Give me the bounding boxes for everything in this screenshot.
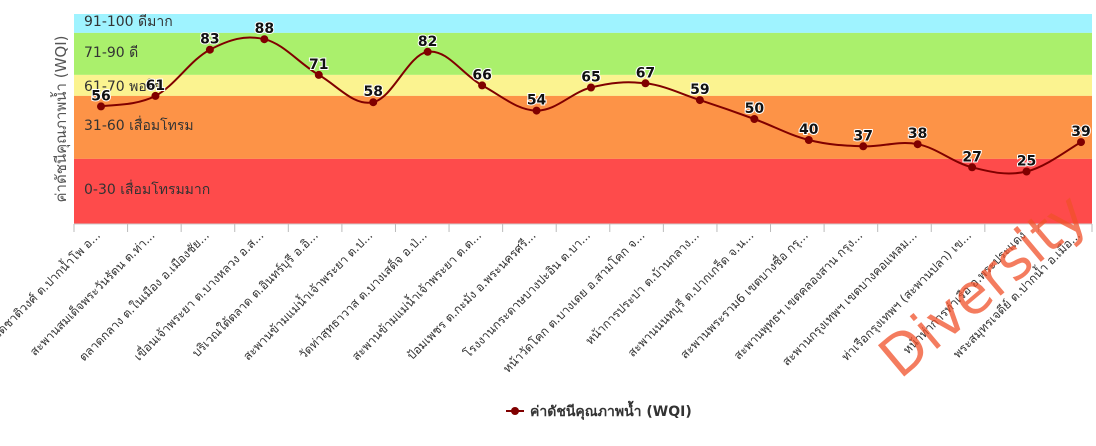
band-3 <box>74 95 1092 159</box>
y-axis-title-group: ค่าดัชนีคุณภาพน้ำ (WQI) <box>50 36 71 203</box>
data-label: 54 <box>527 93 547 109</box>
data-label: 59 <box>690 82 709 98</box>
data-point[interactable] <box>859 142 868 151</box>
data-point[interactable] <box>260 35 269 44</box>
band-label-3: 31-60 เสื่อมโทรม <box>84 116 194 134</box>
data-label: 83 <box>200 32 219 48</box>
data-point[interactable] <box>1022 167 1031 176</box>
data-label: 56 <box>91 88 110 104</box>
legend-label[interactable]: ค่าดัชนีคุณภาพน้ำ (WQI) <box>530 400 692 420</box>
band-4 <box>74 158 1092 224</box>
data-label: 66 <box>472 67 491 83</box>
data-point[interactable] <box>587 83 595 92</box>
data-point[interactable] <box>314 70 323 79</box>
data-label: 67 <box>636 65 655 81</box>
data-point[interactable] <box>913 140 922 149</box>
data-label: 58 <box>363 84 382 100</box>
data-point[interactable] <box>968 163 977 172</box>
data-point[interactable] <box>151 91 160 100</box>
data-label: 50 <box>745 101 765 117</box>
series-wqi <box>97 35 1085 176</box>
y-axis-title: ค่าดัชนีคุณภาพน้ำ (WQI) <box>50 36 71 203</box>
band-0 <box>74 14 1092 33</box>
data-point[interactable] <box>695 96 704 105</box>
data-point[interactable] <box>1077 138 1085 147</box>
data-point[interactable] <box>478 81 487 90</box>
data-label: 61 <box>146 78 165 94</box>
legend[interactable]: ค่าดัชนีคุณภาพน้ำ (WQI) <box>506 400 692 420</box>
band-label-2: 61-70 พอใช้ <box>84 78 163 95</box>
data-point[interactable] <box>369 98 378 107</box>
x-tick-label: หน้าการประปา ต.บ้านกลาง... <box>583 228 702 347</box>
data-label: 38 <box>908 126 927 142</box>
data-point[interactable] <box>804 136 813 144</box>
data-label: 25 <box>1017 154 1036 170</box>
data-label: 39 <box>1071 124 1090 140</box>
data-point[interactable] <box>423 47 432 56</box>
data-point[interactable] <box>97 102 105 111</box>
band-label-4: 0-30 เสื่อมโทรมมาก <box>84 180 210 198</box>
data-point[interactable] <box>750 115 759 123</box>
quality-bands: 91-100 ดีมาก 71-90 ดี 61-70 พอใช้ 31-60 เสื… <box>74 14 1092 224</box>
data-label: 65 <box>581 70 600 86</box>
band-label-0: 91-100 ดีมาก <box>84 14 173 30</box>
legend-marker <box>511 407 519 415</box>
data-point[interactable] <box>532 106 541 115</box>
data-label: 27 <box>962 149 981 165</box>
data-point[interactable] <box>641 79 650 88</box>
band-1 <box>74 32 1092 75</box>
data-labels: 56 61 83 88 71 58 82 66 54 65 67 59 50 40 37 38 27 25 39 <box>90 20 1091 170</box>
data-label: 88 <box>255 21 274 37</box>
data-label: 82 <box>418 34 437 50</box>
data-label: 71 <box>309 57 328 73</box>
data-label: 37 <box>853 128 872 144</box>
data-label: 40 <box>799 122 819 138</box>
band-label-1: 71-90 ดี <box>84 45 138 61</box>
data-point[interactable] <box>205 45 214 54</box>
